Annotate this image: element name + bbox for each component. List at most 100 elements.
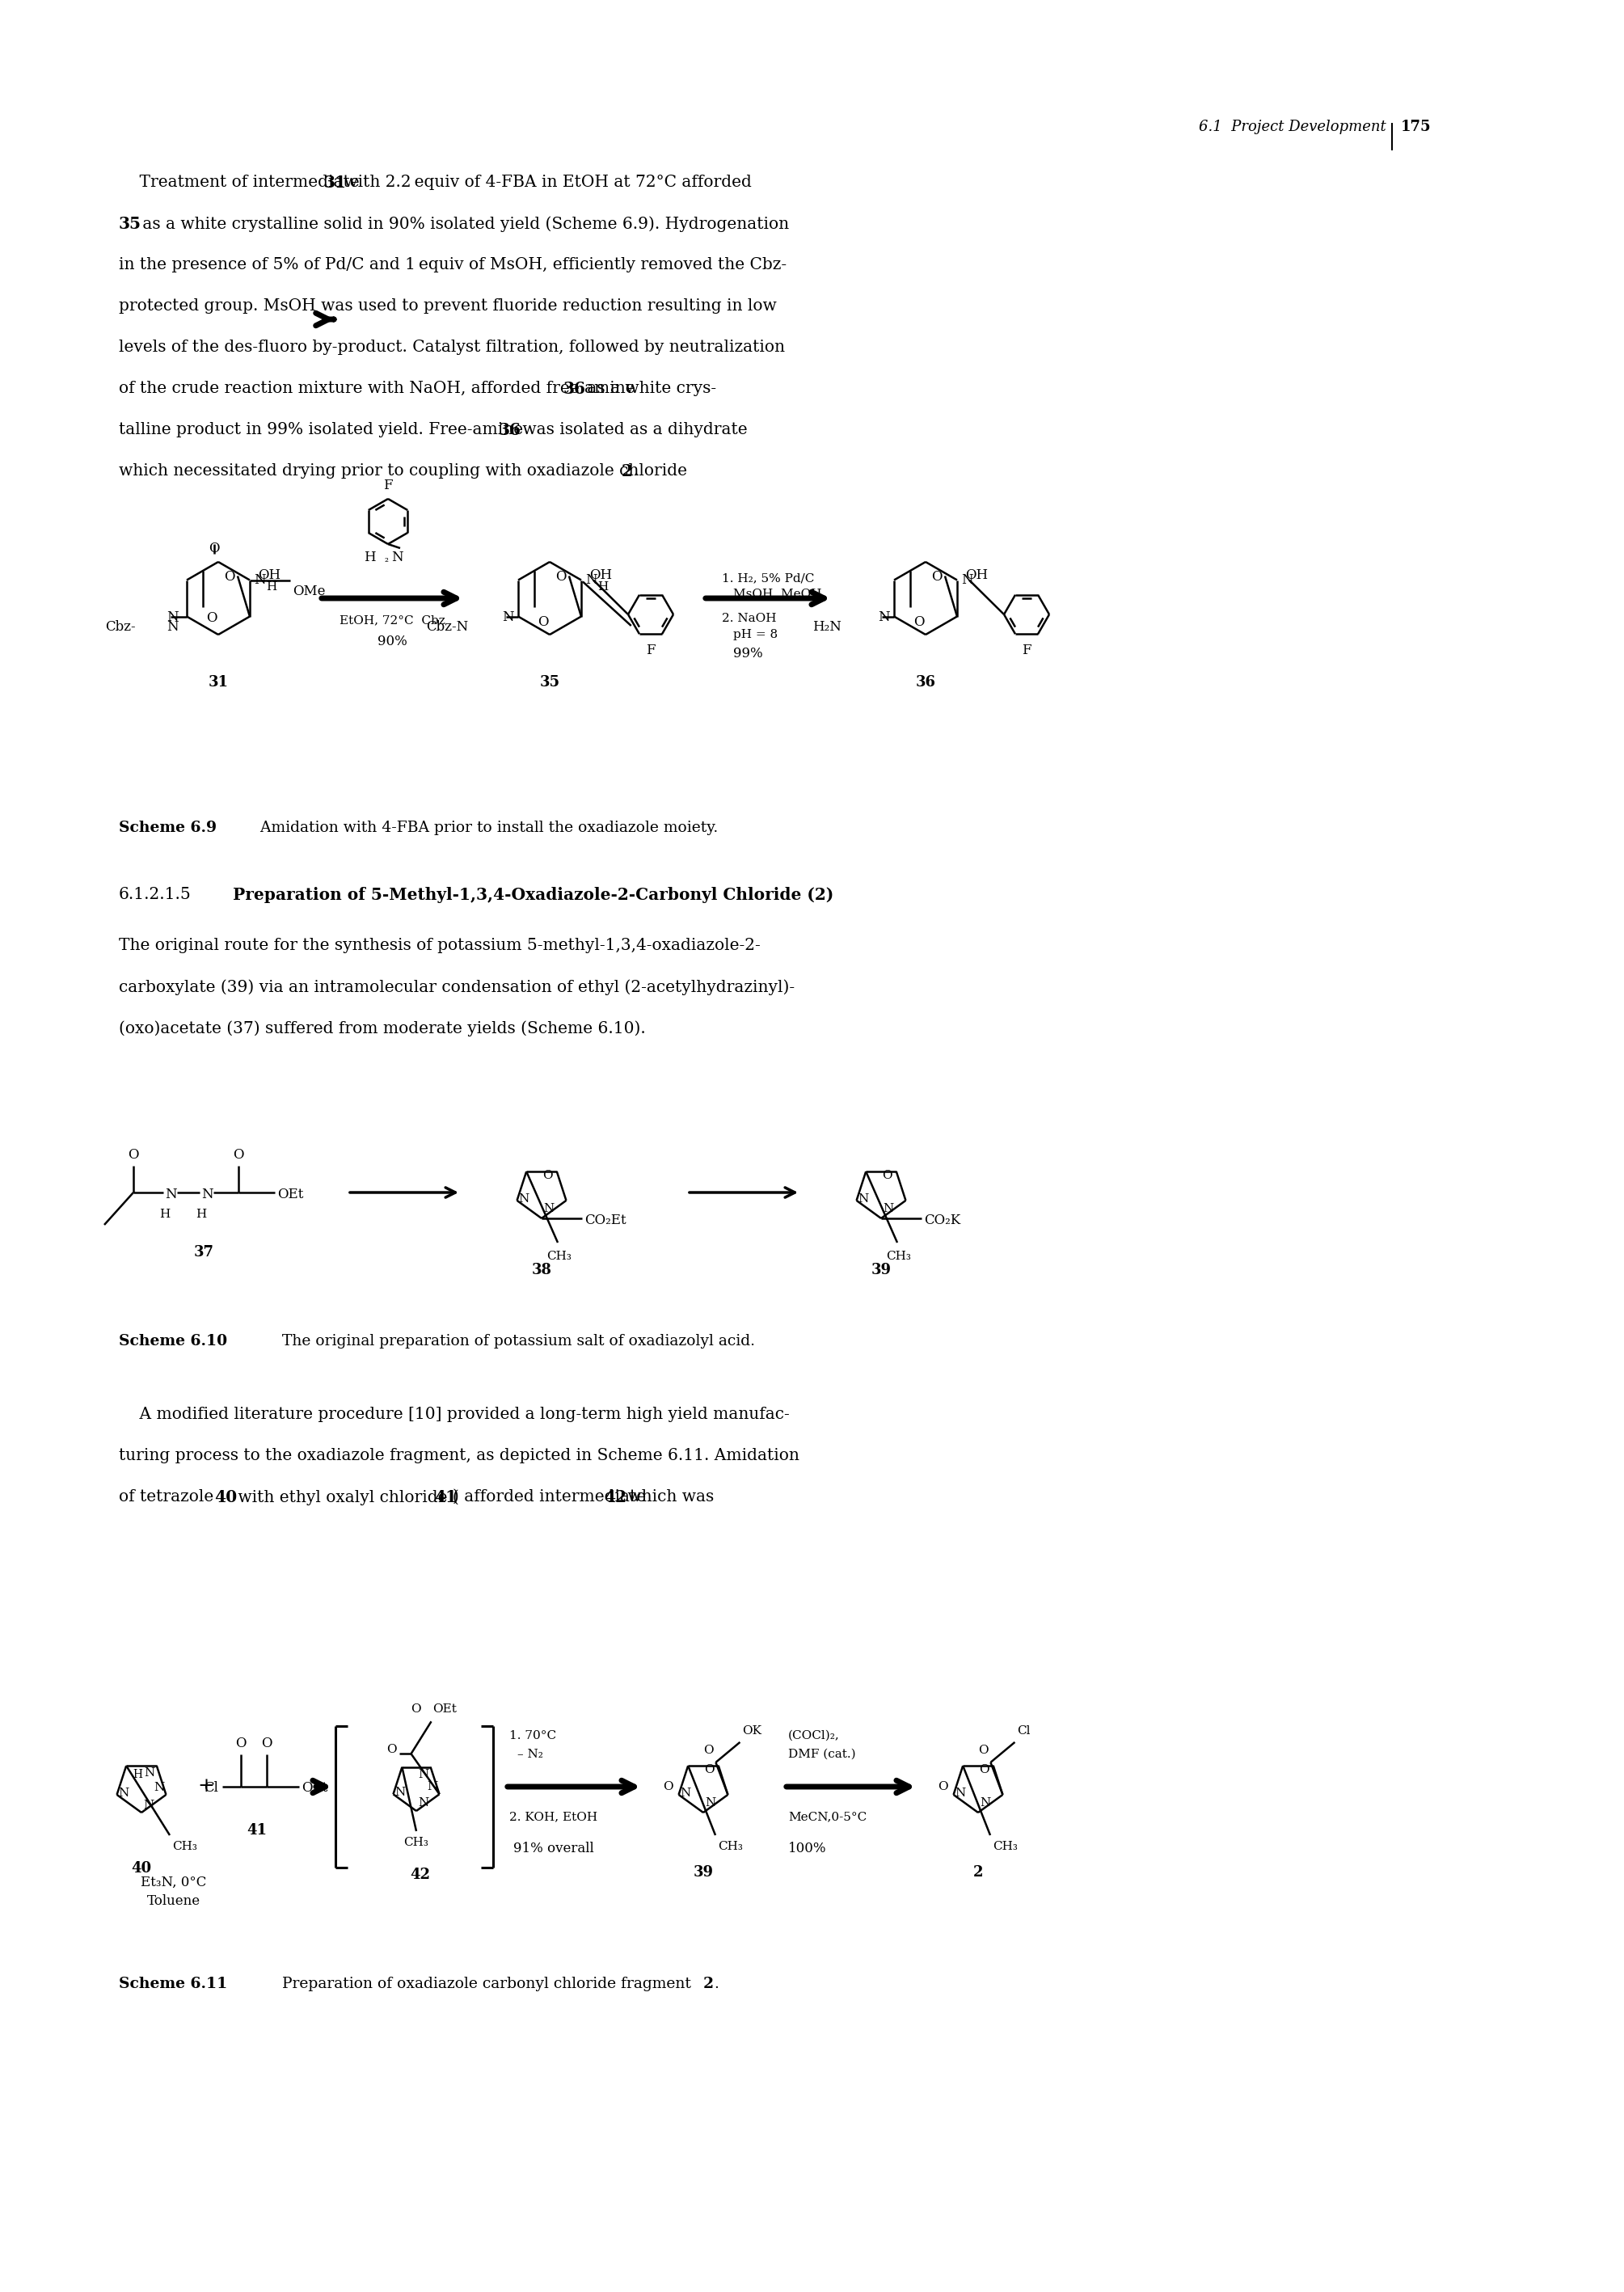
Text: N: N	[979, 1797, 991, 1808]
Text: – N₂: – N₂	[518, 1749, 542, 1760]
Text: +: +	[198, 1776, 214, 1797]
Text: 2: 2	[622, 463, 633, 479]
Text: O: O	[224, 571, 235, 582]
Text: 41: 41	[434, 1490, 456, 1506]
Text: N: N	[119, 1788, 130, 1799]
Text: DMF (cat.): DMF (cat.)	[788, 1749, 856, 1760]
Text: as a white crystalline solid in 90% isolated yield (Scheme 6.9). Hydrogenation: as a white crystalline solid in 90% isol…	[138, 215, 789, 231]
Text: 31: 31	[325, 174, 348, 190]
Text: OEt: OEt	[278, 1187, 304, 1201]
Text: CO₂Et: CO₂Et	[585, 1212, 627, 1226]
Text: H: H	[364, 550, 375, 564]
Text: Toluene: Toluene	[148, 1893, 200, 1907]
Text: 175: 175	[1402, 119, 1431, 135]
Text: MsOH, MeOH: MsOH, MeOH	[732, 587, 822, 598]
Text: pH = 8: pH = 8	[732, 628, 778, 639]
Text: in the presence of 5% of Pd/C and 1 equiv of MsOH, efficiently removed the Cbz-: in the presence of 5% of Pd/C and 1 equi…	[119, 257, 786, 273]
Text: O: O	[882, 1169, 892, 1180]
Text: Scheme 6.10: Scheme 6.10	[119, 1334, 227, 1348]
Text: CH₃: CH₃	[404, 1836, 429, 1847]
Text: The original preparation of potassium salt of oxadiazolyl acid.: The original preparation of potassium sa…	[273, 1334, 755, 1348]
Text: Et₃N, 0°C: Et₃N, 0°C	[141, 1875, 206, 1889]
Text: The original route for the synthesis of potassium 5-methyl-1,3,4-oxadiazole-2-: The original route for the synthesis of …	[119, 937, 760, 953]
Text: N: N	[419, 1769, 429, 1781]
Text: N: N	[955, 1788, 966, 1799]
Text: H: H	[133, 1769, 143, 1781]
Text: O: O	[932, 571, 942, 582]
Text: N: N	[883, 1203, 893, 1215]
Text: 2: 2	[973, 1866, 983, 1879]
Text: Cl: Cl	[1017, 1726, 1031, 1737]
Text: N: N	[879, 610, 890, 623]
Text: N: N	[166, 1187, 177, 1201]
Text: (COCl)₂,: (COCl)₂,	[788, 1730, 840, 1742]
Text: of the crude reaction mixture with NaOH, afforded free amine: of the crude reaction mixture with NaOH,…	[119, 380, 640, 397]
Text: A modified literature procedure [10] provided a long-term high yield manufac-: A modified literature procedure [10] pro…	[119, 1407, 789, 1421]
Text: 36: 36	[499, 422, 521, 438]
Text: levels of the des-fluoro by-product. Catalyst filtration, followed by neutraliza: levels of the des-fluoro by-product. Cat…	[119, 339, 784, 355]
Text: OK: OK	[742, 1726, 762, 1737]
Text: 99%: 99%	[732, 646, 763, 660]
Text: Amidation with 4-FBA prior to install the oxadiazole moiety.: Amidation with 4-FBA prior to install th…	[250, 821, 718, 834]
Text: 2. NaOH: 2. NaOH	[721, 612, 776, 623]
Text: 42: 42	[604, 1490, 627, 1506]
Text: O: O	[939, 1781, 948, 1792]
Text: O: O	[128, 1148, 138, 1162]
Text: ₂: ₂	[383, 555, 388, 564]
Text: 91% overall: 91% overall	[513, 1843, 594, 1857]
Text: OMe: OMe	[292, 584, 325, 598]
Text: Scheme 6.9: Scheme 6.9	[119, 821, 216, 834]
Text: 2. KOH, EtOH: 2. KOH, EtOH	[510, 1811, 598, 1822]
Text: Treatment of intermediate: Treatment of intermediate	[119, 174, 364, 190]
Text: 35: 35	[119, 215, 141, 231]
Text: 2: 2	[703, 1976, 715, 1992]
Text: 39: 39	[693, 1866, 713, 1879]
Text: F: F	[1021, 644, 1031, 658]
Text: F: F	[383, 479, 393, 493]
Text: Preparation of 5-Methyl-1,3,4-Oxadiazole-2-Carbonyl Chloride (2): Preparation of 5-Methyl-1,3,4-Oxadiazole…	[232, 887, 833, 903]
Text: 1. H₂, 5% Pd/C: 1. H₂, 5% Pd/C	[721, 573, 814, 584]
Text: OH: OH	[590, 568, 612, 582]
Text: Cbz-: Cbz-	[106, 621, 136, 635]
Text: OEt: OEt	[434, 1703, 456, 1714]
Text: 6.1.2.1.5: 6.1.2.1.5	[119, 887, 192, 903]
Text: N: N	[167, 621, 179, 635]
Text: N: N	[542, 1203, 554, 1215]
Text: .: .	[715, 1976, 718, 1992]
Text: O: O	[261, 1737, 273, 1751]
Text: 37: 37	[193, 1245, 214, 1261]
Text: N: N	[253, 573, 266, 587]
Text: O: O	[555, 571, 567, 582]
Text: 6.1  Project Development: 6.1 Project Development	[1199, 119, 1387, 135]
Text: O: O	[232, 1148, 244, 1162]
Text: with ethyl oxalyl chloride (: with ethyl oxalyl chloride (	[232, 1490, 460, 1506]
Text: was isolated as a dihydrate: was isolated as a dihydrate	[518, 422, 747, 438]
Text: N: N	[705, 1797, 716, 1808]
Text: N: N	[145, 1767, 154, 1779]
Text: N: N	[154, 1781, 164, 1792]
Text: N: N	[167, 610, 179, 623]
Text: O: O	[538, 617, 549, 630]
Text: N: N	[143, 1799, 154, 1811]
Text: (oxo)acetate (37) suffered from moderate yields (Scheme 6.10).: (oxo)acetate (37) suffered from moderate…	[119, 1020, 646, 1036]
Text: N: N	[680, 1788, 690, 1799]
Text: O: O	[978, 1744, 987, 1756]
Text: H: H	[598, 582, 607, 594]
Text: OH: OH	[965, 568, 987, 582]
Text: 38: 38	[531, 1263, 552, 1277]
Text: O: O	[979, 1765, 989, 1776]
Text: 35: 35	[539, 676, 560, 690]
Text: O: O	[235, 1737, 247, 1751]
Text: with 2.2 equiv of 4-FBA in EtOH at 72°C afforded: with 2.2 equiv of 4-FBA in EtOH at 72°C …	[339, 174, 752, 190]
Text: N: N	[518, 1194, 529, 1206]
Text: N: N	[417, 1797, 429, 1808]
Text: CH₃: CH₃	[887, 1251, 911, 1263]
Text: O: O	[411, 1703, 421, 1714]
Text: O: O	[387, 1744, 396, 1756]
Text: Cl: Cl	[203, 1781, 218, 1795]
Text: Preparation of oxadiazole carbonyl chloride fragment: Preparation of oxadiazole carbonyl chlor…	[273, 1976, 697, 1992]
Text: 41: 41	[247, 1822, 268, 1838]
Text: H₂N: H₂N	[812, 621, 841, 635]
Text: ) afforded intermediate: ) afforded intermediate	[453, 1490, 651, 1504]
Text: as a white crys-: as a white crys-	[581, 380, 716, 397]
